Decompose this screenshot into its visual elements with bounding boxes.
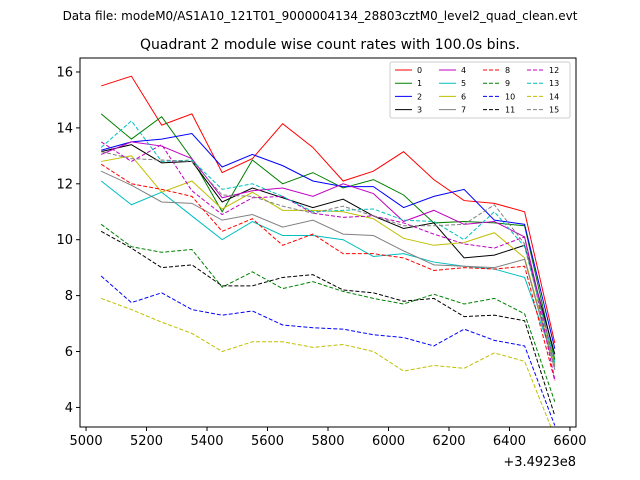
x-tick-label: 6600	[553, 434, 586, 449]
legend-label-9: 9	[505, 79, 510, 88]
series-line-0	[101, 75, 556, 344]
series-line-12	[100, 141, 556, 380]
legend-label-7: 7	[461, 106, 466, 115]
y-tick-label: 14	[56, 121, 73, 136]
series-line-5	[100, 180, 556, 363]
chart-title: Quadrant 2 module wise count rates with …	[140, 37, 520, 53]
y-tick-label: 6	[65, 345, 73, 360]
legend-label-13: 13	[549, 79, 559, 88]
x-axis: 5000 5200 5400 5600 5800 6000 6200 6400 6600	[70, 427, 586, 449]
x-tick-label: 6200	[432, 434, 465, 449]
legend-label-14: 14	[549, 92, 559, 101]
series-line-1	[100, 113, 556, 361]
legend-label-11: 11	[505, 106, 515, 115]
x-tick-label: 6000	[372, 434, 405, 449]
legend-label-1: 1	[417, 79, 422, 88]
y-tick-label: 12	[56, 177, 73, 192]
x-tick-label: 5800	[311, 434, 344, 449]
legend-label-2: 2	[417, 92, 422, 101]
series-line-4	[100, 141, 556, 366]
series-line-11	[100, 230, 556, 416]
legend-label-3: 3	[417, 106, 422, 115]
x-tick-label: 5200	[130, 434, 163, 449]
series-line-3	[101, 144, 556, 355]
series-line-10	[100, 275, 556, 426]
y-tick-label: 10	[56, 233, 73, 248]
y-tick-label: 16	[56, 65, 73, 80]
x-tick-label: 5400	[190, 434, 223, 449]
series-line-15	[101, 151, 556, 368]
x-tick-label: 5000	[70, 434, 103, 449]
legend-label-4: 4	[461, 66, 466, 75]
legend-label-0: 0	[417, 66, 422, 75]
legend-label-5: 5	[461, 79, 466, 88]
legend-label-6: 6	[461, 92, 466, 101]
x-tick-label: 6400	[493, 434, 526, 449]
series-line-8	[100, 163, 556, 382]
x-tick-label: 5600	[251, 434, 284, 449]
y-tick-label: 8	[65, 289, 73, 304]
chart-suptitle: Data file: modeM0/AS1A10_121T01_90000041…	[63, 9, 578, 23]
legend-label-8: 8	[505, 66, 510, 75]
series-line-7	[100, 170, 556, 370]
series-line-14	[100, 297, 552, 427]
legend-label-10: 10	[505, 92, 515, 101]
legend-label-15: 15	[549, 106, 559, 115]
series-line-2	[101, 132, 556, 349]
legend-box	[389, 61, 571, 119]
series-line-6	[101, 155, 556, 366]
y-axis: 4 6 8 10 12 14 16	[56, 65, 80, 416]
series-line-9	[100, 223, 556, 403]
plot-lines	[100, 75, 556, 427]
legend-label-12: 12	[549, 66, 559, 75]
y-tick-label: 4	[65, 401, 73, 416]
x-axis-offset-label: +3.4923e8	[503, 455, 576, 470]
series-line-13	[100, 120, 556, 363]
